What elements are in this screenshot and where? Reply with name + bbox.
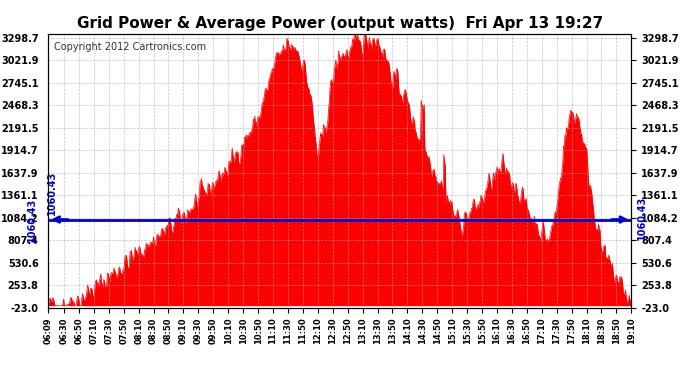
Text: 1060.43: 1060.43: [637, 196, 647, 240]
Text: 1060.43: 1060.43: [27, 197, 37, 242]
Text: 1060.43: 1060.43: [47, 170, 57, 214]
Text: Copyright 2012 Cartronics.com: Copyright 2012 Cartronics.com: [54, 42, 206, 52]
Title: Grid Power & Average Power (output watts)  Fri Apr 13 19:27: Grid Power & Average Power (output watts…: [77, 16, 603, 31]
